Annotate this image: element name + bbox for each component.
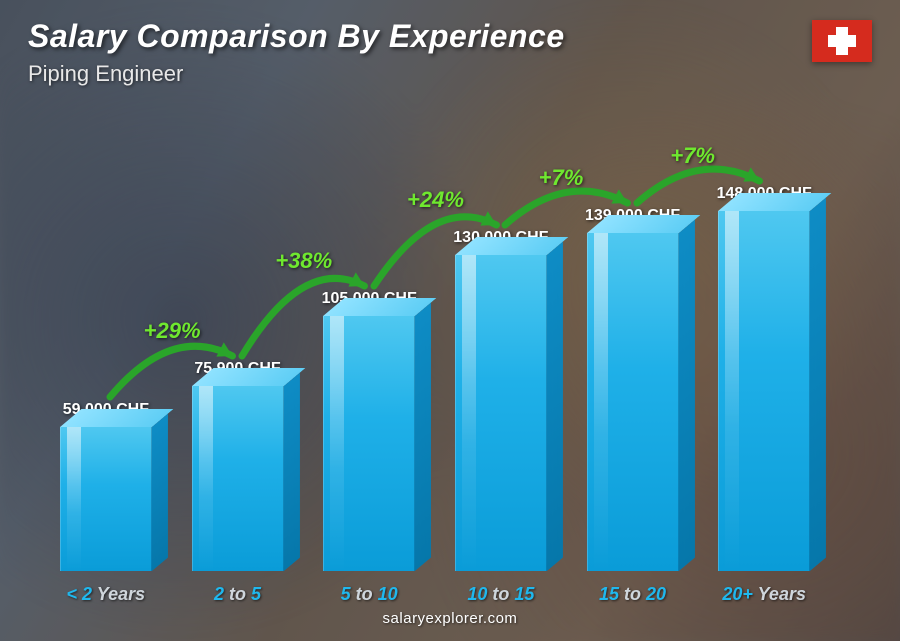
category-label: 5 to 10 xyxy=(341,584,398,605)
flag-cross-horizontal xyxy=(828,35,856,47)
bar-slot: 59,000 CHF< 2 Years xyxy=(40,111,172,571)
category-label: 20+ Years xyxy=(722,584,806,605)
category-label: < 2 Years xyxy=(67,584,146,605)
bar-side-face xyxy=(547,242,563,571)
bar-slot: 75,900 CHF2 to 5 xyxy=(172,111,304,571)
bar xyxy=(587,233,679,571)
bar-side-face xyxy=(152,414,168,571)
category-label: 10 to 15 xyxy=(467,584,534,605)
bar-side-face xyxy=(679,220,695,571)
bar-front-face xyxy=(323,316,415,571)
salary-bar-chart: 59,000 CHF< 2 Years75,900 CHF2 to 5105,0… xyxy=(40,111,830,571)
bar-front-face xyxy=(455,255,547,571)
page-title: Salary Comparison By Experience xyxy=(28,18,872,55)
bar-slot: 148,000 CHF20+ Years xyxy=(698,111,830,571)
category-label: 15 to 20 xyxy=(599,584,666,605)
header: Salary Comparison By Experience Piping E… xyxy=(28,18,872,87)
bar-slot: 130,000 CHF10 to 15 xyxy=(435,111,567,571)
bar xyxy=(192,386,284,571)
bar xyxy=(455,255,547,571)
bar-front-face xyxy=(587,233,679,571)
swiss-flag-icon xyxy=(812,20,872,62)
bar-slot: 139,000 CHF15 to 20 xyxy=(567,111,699,571)
bar-side-face xyxy=(415,303,431,571)
footer-attribution: salaryexplorer.com xyxy=(0,610,900,627)
bar-side-face xyxy=(284,373,300,571)
bar xyxy=(60,427,152,571)
bar xyxy=(323,316,415,571)
bar-side-face xyxy=(810,198,826,571)
bar-front-face xyxy=(718,211,810,571)
chart-stage: Salary Comparison By Experience Piping E… xyxy=(0,0,900,641)
bars-container: 59,000 CHF< 2 Years75,900 CHF2 to 5105,0… xyxy=(40,111,830,571)
bar-slot: 105,000 CHF5 to 10 xyxy=(303,111,435,571)
bar xyxy=(718,211,810,571)
category-label: 2 to 5 xyxy=(214,584,261,605)
page-subtitle: Piping Engineer xyxy=(28,61,872,87)
bar-front-face xyxy=(192,386,284,571)
bar-front-face xyxy=(60,427,152,571)
